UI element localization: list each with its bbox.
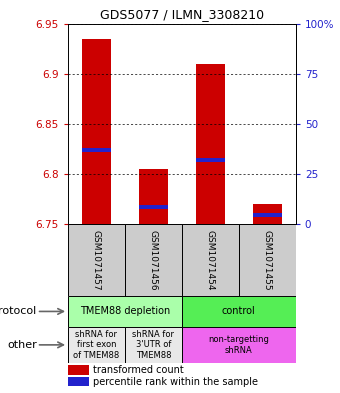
Text: transformed count: transformed count (92, 365, 183, 375)
Text: GSM1071457: GSM1071457 (92, 230, 101, 290)
Bar (125, 327, 182, 363)
Bar (196, 64, 225, 224)
Bar (139, 169, 168, 224)
Bar (68, 296, 182, 327)
Bar (139, 205, 168, 209)
Bar (68, 377, 88, 386)
Text: GSM1071456: GSM1071456 (149, 230, 158, 290)
Bar (68, 224, 125, 296)
Bar (125, 224, 182, 296)
Text: shRNA for
3'UTR of
TMEM88: shRNA for 3'UTR of TMEM88 (132, 330, 174, 360)
Bar (68, 327, 125, 363)
Bar (82, 39, 111, 224)
Text: GSM1071455: GSM1071455 (263, 230, 272, 290)
Title: GDS5077 / ILMN_3308210: GDS5077 / ILMN_3308210 (100, 8, 264, 21)
Bar (182, 296, 296, 327)
Bar (182, 327, 296, 363)
Text: shRNA for
first exon
of TMEM88: shRNA for first exon of TMEM88 (73, 330, 120, 360)
Text: TMEM88 depletion: TMEM88 depletion (80, 307, 170, 316)
Text: control: control (222, 307, 256, 316)
Bar (82, 148, 111, 152)
Text: protocol: protocol (0, 307, 37, 316)
Bar (68, 365, 88, 375)
Bar (182, 224, 239, 296)
Bar (253, 213, 282, 217)
Text: percentile rank within the sample: percentile rank within the sample (92, 377, 258, 387)
Bar (196, 158, 225, 162)
Text: other: other (7, 340, 37, 350)
Bar (253, 204, 282, 224)
Text: GSM1071454: GSM1071454 (206, 230, 215, 290)
Bar (239, 224, 296, 296)
Text: non-targetting
shRNA: non-targetting shRNA (208, 335, 269, 354)
